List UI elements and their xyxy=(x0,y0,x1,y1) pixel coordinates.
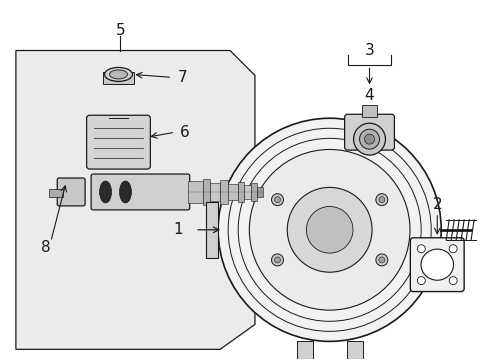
Bar xyxy=(237,182,243,202)
Bar xyxy=(251,183,257,201)
Bar xyxy=(202,179,209,205)
Ellipse shape xyxy=(119,181,131,203)
FancyBboxPatch shape xyxy=(409,238,463,292)
Text: 4: 4 xyxy=(364,88,373,103)
FancyBboxPatch shape xyxy=(86,115,150,169)
Bar xyxy=(243,185,251,199)
Circle shape xyxy=(448,245,456,253)
Circle shape xyxy=(416,276,425,285)
Circle shape xyxy=(364,134,374,144)
Text: 2: 2 xyxy=(431,197,441,212)
Bar xyxy=(296,341,312,359)
Bar xyxy=(206,202,218,258)
Circle shape xyxy=(353,123,385,155)
Circle shape xyxy=(271,194,283,206)
Circle shape xyxy=(286,188,371,272)
Circle shape xyxy=(375,194,387,206)
Text: 3: 3 xyxy=(364,43,374,58)
Text: 6: 6 xyxy=(180,125,190,140)
Text: 7: 7 xyxy=(177,70,186,85)
Bar xyxy=(219,180,227,204)
Text: 8: 8 xyxy=(41,240,50,255)
FancyBboxPatch shape xyxy=(91,174,189,210)
Ellipse shape xyxy=(100,181,111,203)
Bar xyxy=(257,187,263,197)
Circle shape xyxy=(375,254,387,266)
Bar xyxy=(187,181,202,203)
FancyBboxPatch shape xyxy=(344,114,394,150)
Polygon shape xyxy=(16,50,254,349)
Circle shape xyxy=(218,118,440,341)
Ellipse shape xyxy=(420,249,452,280)
Bar xyxy=(346,341,362,359)
FancyBboxPatch shape xyxy=(57,178,85,206)
Bar xyxy=(361,105,377,117)
Circle shape xyxy=(448,276,456,285)
Circle shape xyxy=(416,245,425,253)
Bar xyxy=(102,72,134,84)
Circle shape xyxy=(305,207,352,253)
Circle shape xyxy=(359,129,379,149)
Text: 5: 5 xyxy=(116,23,125,38)
Circle shape xyxy=(271,254,283,266)
Ellipse shape xyxy=(109,70,127,79)
Ellipse shape xyxy=(104,67,132,81)
Bar xyxy=(227,184,237,200)
Text: 1: 1 xyxy=(173,222,183,237)
Circle shape xyxy=(378,197,384,203)
Bar xyxy=(49,189,63,197)
Circle shape xyxy=(378,257,384,263)
Circle shape xyxy=(274,197,280,203)
Circle shape xyxy=(274,257,280,263)
Bar xyxy=(209,183,219,201)
Circle shape xyxy=(249,149,409,310)
